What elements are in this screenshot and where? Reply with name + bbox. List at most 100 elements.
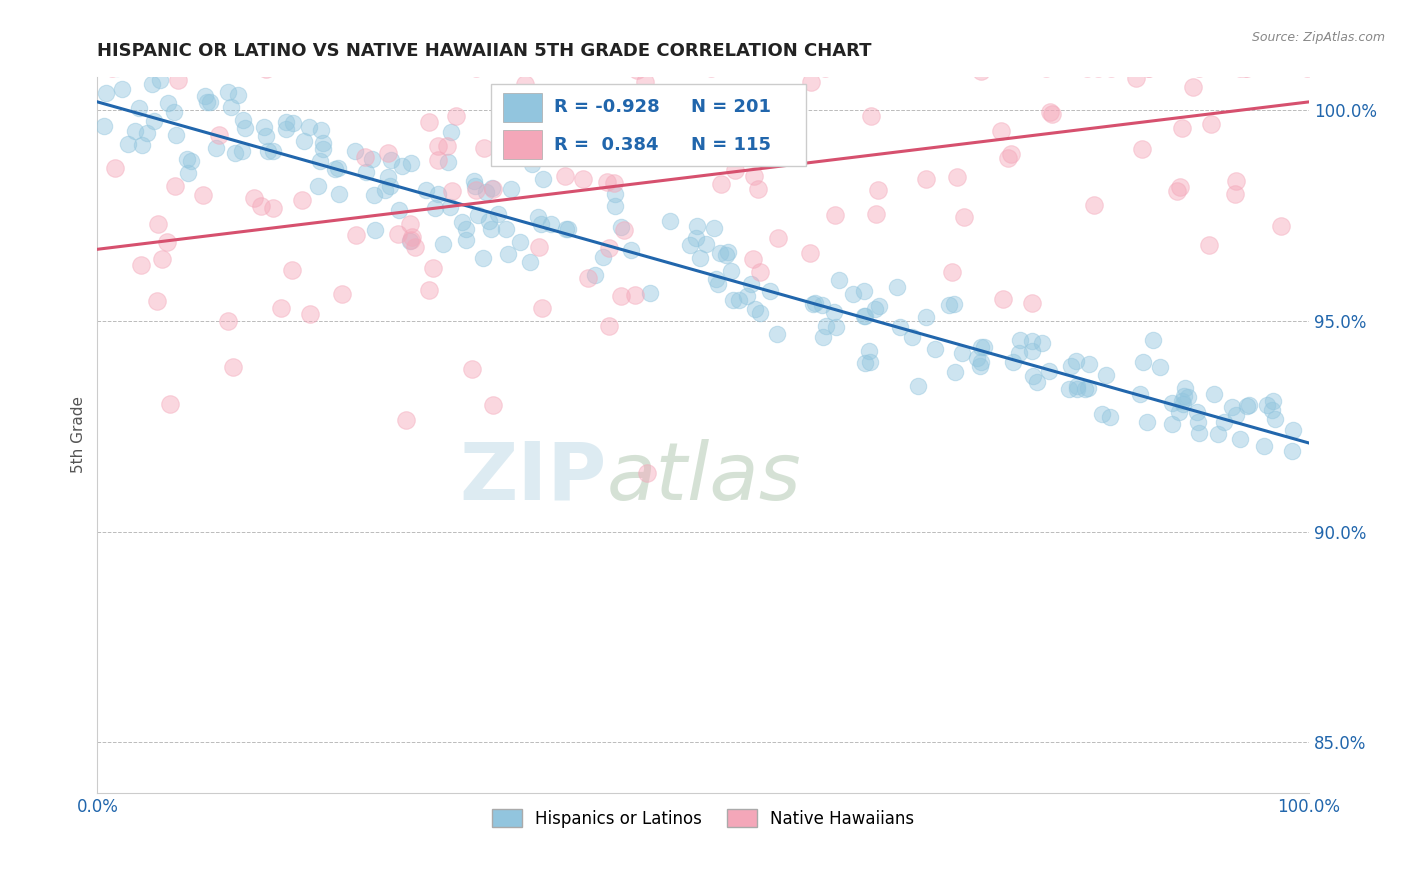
Point	[825, 319, 848, 334]
Point	[1077, 357, 1099, 371]
Point	[1066, 379, 1088, 393]
Point	[254, 62, 277, 77]
Point	[1199, 117, 1222, 131]
Point	[555, 221, 578, 235]
Point	[195, 95, 218, 110]
Point	[1282, 423, 1305, 437]
Point	[853, 309, 876, 323]
Point	[907, 379, 929, 393]
Point	[1223, 186, 1246, 201]
Point	[1281, 444, 1303, 458]
Point	[1188, 425, 1211, 440]
Point	[377, 146, 399, 161]
Point	[942, 296, 965, 310]
Point	[990, 123, 1012, 137]
Point	[748, 305, 770, 319]
Point	[1136, 61, 1159, 75]
Point	[146, 217, 169, 231]
Point	[519, 254, 541, 268]
Point	[1204, 387, 1226, 401]
Point	[249, 199, 271, 213]
Point	[946, 170, 969, 185]
Point	[191, 188, 214, 202]
Point	[1074, 382, 1097, 396]
Point	[299, 307, 322, 321]
Point	[865, 301, 887, 316]
Point	[1066, 382, 1088, 396]
Point	[824, 208, 846, 222]
Point	[1296, 61, 1319, 75]
Point	[387, 227, 409, 242]
Point	[1010, 333, 1032, 347]
Point	[735, 289, 758, 303]
Point	[1256, 398, 1278, 412]
Point	[1173, 382, 1195, 396]
Point	[150, 252, 173, 266]
Point	[605, 199, 627, 213]
Point	[527, 240, 550, 254]
Point	[107, 61, 129, 75]
Point	[1166, 185, 1188, 199]
Point	[710, 178, 733, 192]
Point	[224, 145, 246, 160]
Point	[1222, 401, 1244, 415]
Point	[1188, 61, 1211, 75]
Point	[291, 193, 314, 207]
Point	[1087, 61, 1109, 75]
Point	[766, 231, 789, 245]
Point	[270, 301, 292, 316]
Point	[111, 82, 134, 96]
Point	[759, 285, 782, 299]
Text: N = 201: N = 201	[692, 98, 770, 116]
Point	[311, 123, 333, 137]
Point	[1059, 382, 1081, 396]
Point	[716, 245, 738, 260]
Point	[1187, 415, 1209, 429]
Point	[464, 183, 486, 197]
Point	[860, 109, 883, 123]
Point	[1136, 415, 1159, 429]
Point	[703, 221, 725, 235]
Text: R =  0.384: R = 0.384	[554, 136, 658, 153]
Point	[163, 105, 186, 120]
Point	[1170, 120, 1192, 135]
Point	[520, 157, 543, 171]
Point	[464, 179, 486, 194]
Point	[222, 359, 245, 374]
Point	[889, 319, 911, 334]
Point	[598, 319, 620, 334]
Point	[456, 222, 478, 236]
Point	[598, 241, 620, 255]
Point	[1182, 79, 1205, 94]
Point	[603, 187, 626, 202]
Point	[482, 182, 505, 196]
Point	[1149, 359, 1171, 374]
Point	[276, 121, 298, 136]
Point	[1060, 359, 1083, 373]
Point	[886, 280, 908, 294]
Point	[356, 165, 378, 179]
Point	[226, 87, 249, 102]
Point	[440, 184, 463, 198]
Point	[471, 252, 494, 266]
Point	[93, 120, 115, 134]
Point	[1031, 336, 1053, 351]
Point	[312, 136, 335, 150]
Point	[1025, 375, 1047, 389]
Point	[149, 73, 172, 87]
Point	[868, 300, 890, 314]
Point	[1225, 174, 1247, 188]
Point	[707, 277, 730, 292]
Point	[1021, 344, 1043, 359]
Point	[531, 301, 554, 315]
Point	[401, 233, 423, 247]
Point	[343, 144, 366, 158]
Point	[740, 277, 762, 292]
Point	[1185, 405, 1208, 419]
Point	[404, 239, 426, 253]
Point	[742, 252, 765, 266]
Point	[924, 342, 946, 356]
Point	[377, 169, 399, 184]
Point	[262, 201, 284, 215]
Point	[398, 217, 420, 231]
